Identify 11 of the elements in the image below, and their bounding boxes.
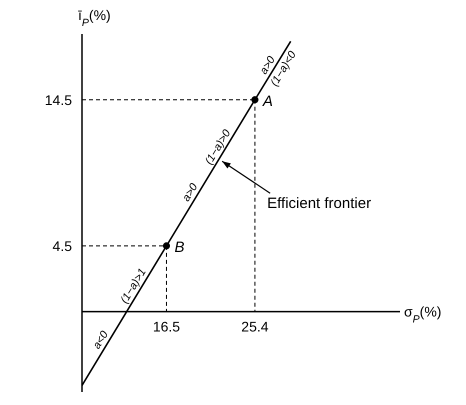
x-axis-title: σ$_{P}$(%) xyxy=(404,304,442,326)
x-tick-label: 25.4 xyxy=(241,318,269,335)
x-tick-label: 16.5 xyxy=(152,318,180,335)
annotation: a>0 xyxy=(180,180,201,204)
annotation: a<0 xyxy=(90,328,112,352)
y-tick-label: 4.5 xyxy=(52,238,72,254)
y-axis-title: ī$_{P}$(%) xyxy=(78,7,111,29)
y-tick-label: 14.5 xyxy=(44,92,72,108)
annotation: Efficient frontier xyxy=(267,195,372,212)
annotation: B xyxy=(174,238,184,256)
annotation: A xyxy=(262,92,273,110)
